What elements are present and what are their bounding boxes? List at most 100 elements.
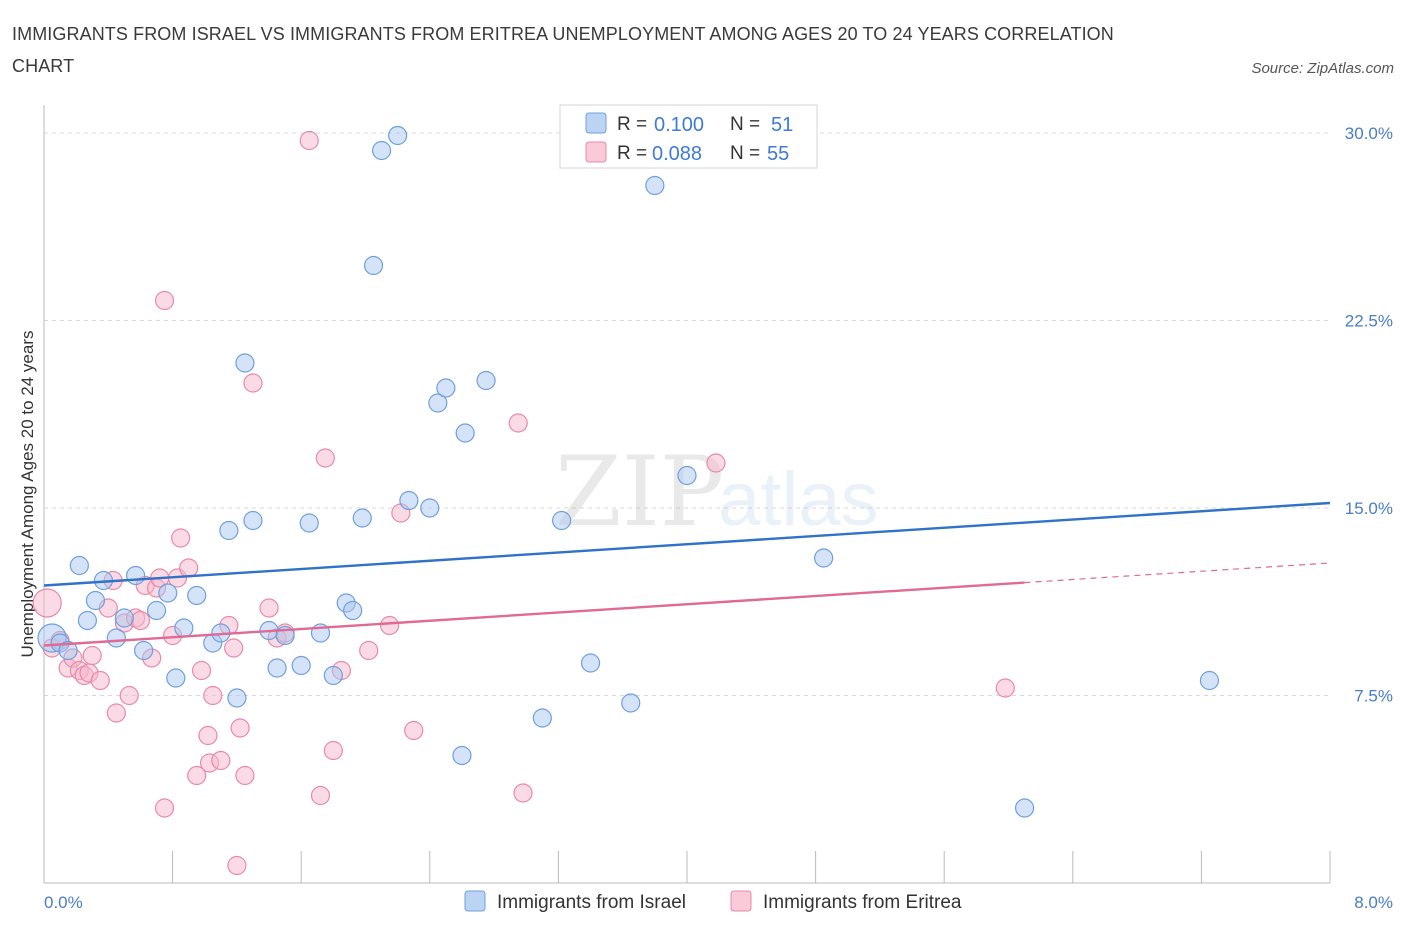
y-tick-label: 22.5% [1345, 312, 1393, 331]
x-tick-label-max: 8.0% [1354, 893, 1393, 912]
israel-point [1014, 798, 1035, 818]
israel-point [532, 708, 552, 728]
eritrea-point [224, 638, 244, 658]
watermark-atlas: atlas [718, 457, 879, 542]
israel-point [436, 378, 456, 398]
israel-point [187, 585, 207, 606]
eritrea-point [227, 855, 247, 876]
eritrea-point [243, 373, 263, 393]
bottom-legend-israel-label: Immigrants from Israel [497, 892, 686, 913]
eritrea-trend-line-extension [1024, 562, 1331, 584]
y-tick-label: 30.0% [1345, 124, 1393, 143]
israel-point [227, 688, 247, 708]
israel-point [299, 513, 319, 533]
israel-trend-line [43, 501, 1331, 587]
watermark-zip: ZIP [555, 436, 724, 548]
israel-point [363, 255, 384, 276]
israel-point [455, 423, 475, 443]
eritrea-point [130, 610, 151, 631]
eritrea-point [187, 765, 207, 786]
eritrea-point [32, 588, 62, 618]
source-label: Source: ZipAtlas.com [1251, 60, 1394, 77]
eritrea-point [154, 798, 175, 818]
bottom-legend: Immigrants from Israel Immigrants from E… [464, 890, 962, 913]
eritrea-point [154, 290, 175, 311]
israel-point [243, 510, 263, 531]
israel-point [323, 665, 343, 686]
eritrea-point [323, 740, 343, 761]
eritrea-point [230, 718, 250, 738]
israel-point [134, 640, 154, 661]
israel-point [85, 590, 106, 611]
eritrea-point [508, 413, 528, 433]
eritrea-point [310, 785, 331, 806]
eritrea-point [315, 448, 335, 468]
x-ticks [43, 851, 1331, 883]
israel-point [106, 628, 126, 648]
eritrea-point [191, 660, 212, 681]
israel-point [166, 668, 186, 688]
bottom-legend-eritrea-label: Immigrants from Eritrea [763, 892, 962, 913]
israel-point [77, 610, 98, 631]
eritrea-point [198, 725, 218, 746]
eritrea-point [211, 750, 231, 771]
eritrea-point [90, 670, 110, 691]
eritrea-trend-line [43, 581, 1025, 647]
eritrea-point [171, 528, 191, 548]
israel-point [371, 140, 392, 161]
legend-israel-r-value: 0.100 [654, 114, 704, 136]
eritrea-point [106, 703, 126, 723]
israel-point [343, 600, 363, 621]
israel-point [291, 655, 311, 676]
eritrea-point [119, 685, 139, 706]
israel-point [476, 370, 496, 391]
y-axis-label: Unemployment Among Ages 20 to 24 years [18, 331, 37, 658]
bottom-legend-eritrea-swatch [730, 890, 752, 912]
grid [44, 132, 1330, 696]
israel-point [814, 548, 834, 568]
legend-eritrea-n-label: N = [730, 143, 760, 164]
israel-point [219, 520, 239, 541]
eritrea-point [299, 130, 319, 151]
eritrea-point [995, 678, 1015, 698]
eritrea-point [404, 720, 424, 741]
legend-israel-n-label: N = [730, 114, 760, 135]
israel-point [428, 393, 448, 413]
israel-point [69, 555, 89, 576]
trend-lines [43, 501, 1331, 647]
legend-eritrea-swatch [585, 141, 607, 163]
israel-point [580, 653, 601, 673]
legend: R = 0.100 N = 51 R = 0.088 N = 55 [559, 104, 818, 169]
israel-point [146, 600, 167, 621]
y-tick-label: 7.5% [1354, 687, 1393, 706]
israel-point [1199, 670, 1220, 691]
israel-point [452, 745, 472, 766]
israel-point [621, 693, 641, 713]
chart-title: IMMIGRANTS FROM ISRAEL VS IMMIGRANTS FRO… [12, 24, 1114, 76]
legend-israel-n-value: 51 [771, 114, 793, 136]
eritrea-point [179, 558, 199, 578]
legend-eritrea-n-value: 55 [767, 143, 789, 165]
israel-point [352, 508, 372, 528]
watermark: ZIP atlas [555, 436, 879, 548]
legend-eritrea-r-label: R = [617, 143, 647, 164]
eritrea-point [259, 598, 279, 618]
israel-point [388, 125, 408, 146]
eritrea-point [706, 453, 726, 473]
israel-point [420, 498, 440, 518]
israel-point [235, 353, 255, 373]
israel-point [399, 490, 419, 511]
y-tick-labels: 7.5% 15.0% 22.5% 30.0% [1345, 124, 1393, 706]
eritrea-point [203, 685, 223, 706]
israel-point [552, 510, 572, 531]
eritrea-point [513, 783, 533, 803]
x-tick-label-min: 0.0% [44, 893, 83, 912]
israel-point [158, 583, 178, 603]
israel-point [267, 658, 287, 678]
bottom-legend-israel-swatch [464, 890, 486, 912]
israel-point [645, 175, 665, 196]
israel-point [677, 465, 697, 486]
eritrea-point [359, 640, 379, 661]
israel-point [174, 618, 194, 638]
